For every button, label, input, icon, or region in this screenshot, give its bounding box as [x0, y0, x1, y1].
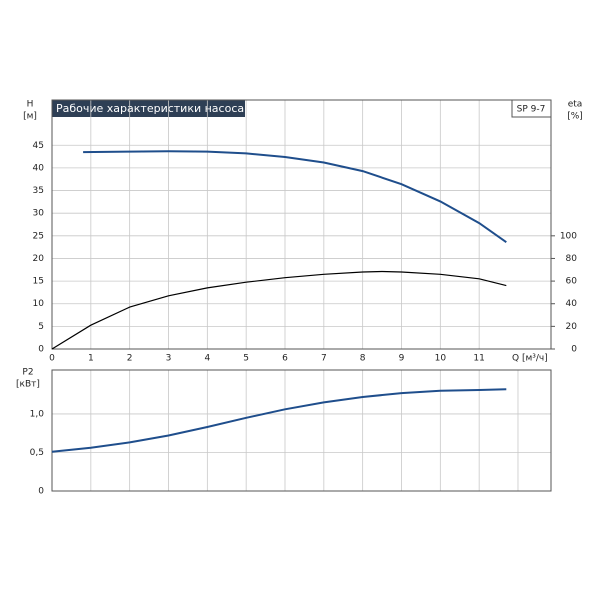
plot-frame [51, 99, 552, 350]
y-tick-label: 30 [33, 209, 45, 219]
x-tick-label: 2 [127, 354, 133, 364]
y2-unit: [%] [567, 112, 583, 122]
x-tick-label: 8 [360, 354, 366, 364]
y-tick-label: 0 [38, 345, 44, 355]
y-tick-label: 10 [33, 299, 45, 309]
x-tick-label: 4 [204, 354, 210, 364]
y2-tick-label: 0 [571, 345, 577, 355]
y2-tick-label: 80 [566, 254, 578, 264]
y-tick-label: 15 [33, 277, 44, 287]
y-label: P2 [22, 368, 33, 378]
y-label: H [27, 100, 34, 110]
y2-tick-label: 20 [566, 322, 578, 332]
x-tick-label: 1 [88, 354, 94, 364]
y-tick-label: 20 [33, 254, 45, 264]
y-tick-label: 0,5 [30, 448, 44, 458]
x-tick-label: 7 [321, 354, 327, 364]
x-tick-label: 6 [282, 354, 288, 364]
x-tick-label: 0 [49, 354, 55, 364]
y-tick-label: 45 [33, 141, 44, 151]
y-unit: [м] [23, 112, 37, 122]
x-tick-label: 5 [243, 354, 249, 364]
x-tick-label: 3 [166, 354, 172, 364]
y-tick-label: 1,0 [30, 409, 45, 419]
x-label: Q [м³/ч] [512, 354, 548, 364]
y-unit: [кВт] [16, 380, 40, 390]
y2-label: eta [568, 100, 583, 110]
y-tick-label: 5 [38, 322, 44, 332]
y-tick-label: 25 [33, 231, 44, 241]
x-tick-label: 9 [399, 354, 405, 364]
data-line [51, 388, 507, 453]
x-tick-label: 11 [473, 354, 484, 364]
y2-tick-label: 60 [566, 277, 578, 287]
y-tick-label: 40 [33, 163, 45, 173]
x-tick-label: 10 [435, 354, 447, 364]
data-line [51, 270, 507, 350]
y-tick-label: 0 [38, 487, 44, 497]
data-line [83, 150, 507, 244]
model-label: SP 9-7 [517, 105, 546, 115]
plot-frame [51, 369, 552, 492]
y2-tick-label: 40 [566, 299, 578, 309]
chart-title: Рабочие характеристики насоса [56, 102, 244, 115]
y-tick-label: 35 [33, 186, 44, 196]
y2-tick-label: 100 [560, 231, 577, 241]
title-box [52, 100, 245, 117]
